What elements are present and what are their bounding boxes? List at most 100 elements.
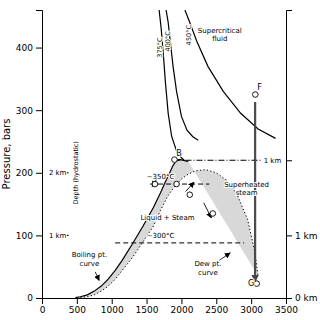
annotation-line: curve: [80, 260, 100, 268]
series-line: [66, 235, 68, 236]
x-axis-tick: 3000: [240, 298, 263, 315]
y-axis-tick-mark: [36, 173, 42, 174]
series-line: [80, 170, 258, 298]
y2-axis-tick-label: 1 km: [295, 231, 318, 241]
x-axis-tick-label: 2500: [205, 305, 228, 315]
series-line: [66, 172, 68, 173]
y-axis-tick: 0: [27, 293, 42, 303]
y-axis-tick-mark: [36, 298, 42, 299]
y2-axis-tick: 1 km: [286, 231, 318, 241]
annotation: B: [176, 149, 182, 158]
y-axis-tick-label: 0: [27, 293, 33, 303]
annotation-line: B: [176, 149, 182, 158]
x-axis-tick-mark: [77, 298, 78, 304]
y2-axis-tick: [286, 160, 292, 161]
y-axis-tick: 400: [16, 43, 42, 53]
x-axis-tick-label: 500: [69, 305, 86, 315]
annotation-line: Depth (hydrostatic): [72, 141, 80, 204]
y2-axis-tick-label: 0 km: [295, 293, 318, 303]
annotation-arrow: [95, 272, 99, 281]
y-axis-tick: 100: [16, 231, 42, 241]
y-axis-tick: 200: [16, 168, 42, 178]
annotation-line: curve: [198, 269, 218, 277]
x-axis-tick: 2000: [170, 298, 193, 315]
series-line: [75, 160, 188, 298]
y2-axis: 0 km 1 km: [286, 11, 318, 304]
flow-arrow: [204, 203, 212, 218]
annotation: Boiling pt.curve: [72, 251, 107, 267]
annotation-line: 1 km: [49, 232, 67, 240]
y-axis-tick-mark: [36, 110, 42, 111]
annotation-line: F: [257, 83, 262, 92]
annotation: F: [257, 83, 262, 92]
annotation: Superheatedsteam: [224, 181, 269, 197]
annotation-line: steam: [236, 189, 258, 197]
annotation: Depth (hydrostatic): [72, 141, 80, 204]
annotations: 375°C400°C 450°C ~300°C ~350°C B F G 1 km 2 km 1 …: [49, 24, 282, 288]
annotation: Liquid + Steam: [140, 214, 194, 222]
x-axis-tick: 2500: [205, 298, 228, 315]
point: [174, 181, 180, 187]
annotation-line: 2 km: [49, 169, 67, 177]
plot-root: 0 500 1000 1500 2000 2500 3000 3500 0 100 200 300 40…: [1, 10, 318, 315]
y-axis-tick-label: 400: [16, 43, 33, 53]
x-axis-tick: 1000: [101, 298, 124, 315]
x-axis-tick-mark: [112, 298, 113, 304]
annotation: ~350°C: [147, 173, 175, 181]
annotation-line: Liquid + Steam: [140, 214, 194, 222]
annotation-line: 1 km: [264, 157, 282, 165]
x-axis-tick-mark: [216, 298, 217, 304]
x-axis-tick-mark: [181, 298, 182, 304]
annotation-arrow: [220, 253, 231, 260]
annotation-line: Supercritical: [198, 27, 242, 35]
x-axis-line: [43, 299, 287, 305]
marks: [66, 10, 275, 298]
y-axis-tick-label: 200: [16, 168, 33, 178]
annotation-line: fluid: [212, 35, 227, 43]
annotation-line: Dew pt.: [194, 260, 221, 268]
x-axis-tick-label: 1500: [136, 305, 159, 315]
annotation: Supercriticalfluid: [198, 27, 242, 43]
point: [253, 92, 259, 98]
y2-axis-tick-mark: [286, 235, 292, 236]
y2-axis-tick-mark: [286, 160, 292, 161]
x-axis-tick: 1500: [136, 298, 159, 315]
x-axis: 0 500 1000 1500 2000 2500 3000 3500: [40, 298, 299, 315]
y-axis-tick: 300: [16, 106, 42, 116]
annotation: 450°C: [185, 24, 193, 45]
series-line: [174, 160, 261, 161]
y-axis-tick-mark: [36, 235, 42, 236]
annotation: ~300°C: [147, 232, 175, 240]
x-axis-tick-label: 3000: [240, 305, 263, 315]
x-axis-tick-label: 0: [40, 305, 46, 315]
point: [152, 181, 158, 187]
x-axis-tick: 500: [69, 298, 86, 315]
point: [187, 192, 193, 198]
x-axis-tick-label: 3500: [275, 305, 298, 315]
x-axis-tick-label: 1000: [101, 305, 124, 315]
chart-container: 0 500 1000 1500 2000 2500 3000 3500 0 100 200 300 40…: [0, 0, 320, 320]
point: [254, 281, 260, 287]
flow-arrow: [186, 182, 194, 191]
point: [210, 211, 216, 217]
series-line: [185, 10, 276, 138]
annotation: 1 km: [264, 157, 282, 165]
y-axis-tick-label: 100: [16, 231, 33, 241]
annotation: G: [248, 279, 254, 288]
y-axis-title: Pressure, bars: [1, 119, 12, 190]
x-axis-tick: 0: [40, 298, 46, 315]
point: [172, 157, 178, 163]
annotation-line: 450°C: [185, 24, 193, 45]
annotation-line: 400°C: [164, 31, 172, 52]
annotation-line: Boiling pt.: [72, 251, 107, 259]
y-axis: 0 100 200 300 400: [16, 11, 43, 304]
annotation: 375°C: [156, 37, 164, 58]
annotation: 1 km: [49, 232, 67, 240]
series-line: [166, 10, 198, 140]
annotation-line: Superheated: [224, 181, 269, 189]
annotation: Dew pt.curve: [194, 260, 221, 276]
y-axis-tick-label: 300: [16, 106, 33, 116]
y-axis-line: [36, 11, 43, 299]
series-line: [115, 242, 244, 243]
y2-axis-tick-mark: [286, 298, 292, 299]
